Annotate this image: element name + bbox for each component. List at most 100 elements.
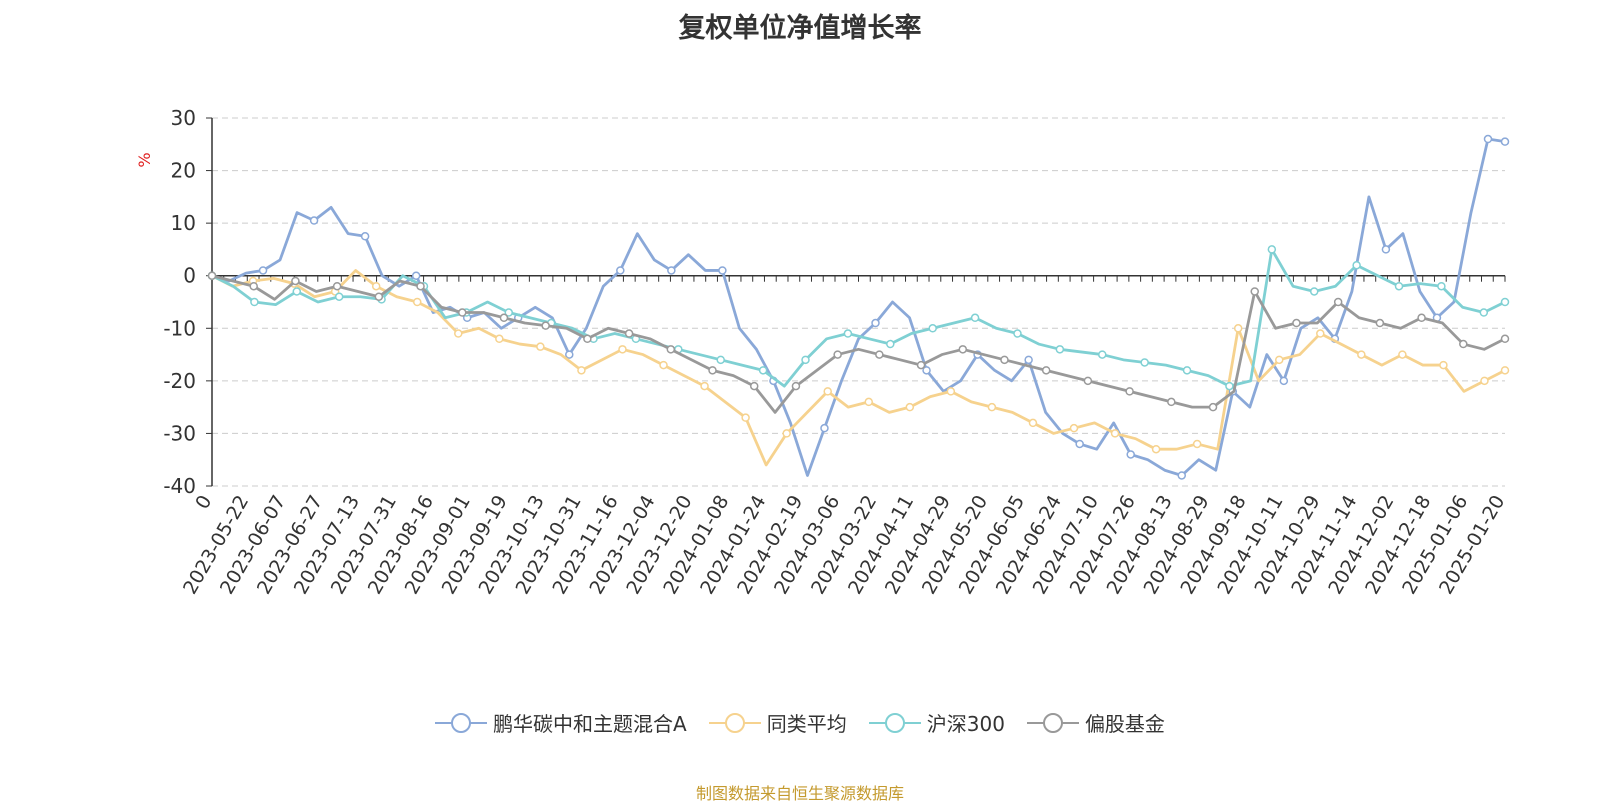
- grid-lines: [212, 117, 1505, 487]
- data-point: [291, 276, 300, 286]
- data-point: [928, 324, 937, 333]
- data-point: [1192, 439, 1202, 449]
- data-point: [618, 345, 627, 354]
- data-point: [1479, 308, 1489, 317]
- data-point: [249, 281, 258, 291]
- data-point: [1483, 134, 1493, 144]
- legend-label: 鹏华碳中和主题混合A: [493, 712, 687, 736]
- source-note: 制图数据来自恒生聚源数据库: [695, 784, 904, 803]
- data-point: [758, 366, 768, 375]
- y-axis: 30 20 10 0 -10 -20 -30 -40: [163, 106, 213, 498]
- y-tick-label: 10: [171, 211, 196, 235]
- data-point: [1480, 376, 1489, 386]
- data-point: [782, 429, 791, 438]
- legend-item[interactable]: 鹏华碳中和主题混合A: [435, 708, 687, 737]
- legend-line-circle-icon: [868, 712, 921, 733]
- data-point: [1500, 137, 1510, 146]
- data-point: [666, 345, 676, 354]
- data-point: [577, 366, 586, 375]
- data-point: [360, 232, 370, 241]
- data-point: [371, 281, 381, 291]
- x-tick-label: 0: [191, 492, 216, 513]
- data-point: [823, 387, 832, 396]
- data-point: [1028, 418, 1038, 428]
- y-tick-label: 20: [171, 159, 196, 183]
- legend-label: 同类平均: [766, 712, 847, 736]
- series-group: [207, 134, 1510, 480]
- series-line-0: [211, 137, 1506, 477]
- data-point: [946, 387, 956, 396]
- data-point: [624, 329, 634, 338]
- data-point: [250, 297, 259, 307]
- legend-item[interactable]: 同类平均: [708, 708, 847, 737]
- data-point: [886, 339, 895, 349]
- data-point: [1083, 376, 1093, 386]
- data-point: [1375, 318, 1385, 328]
- data-point: [875, 350, 884, 359]
- data-point: [334, 292, 344, 301]
- data-point: [1437, 281, 1446, 291]
- series-line-1: [211, 269, 1506, 467]
- data-point: [1459, 339, 1468, 349]
- data-point: [1125, 387, 1134, 396]
- legend-line-circle-icon: [1026, 712, 1079, 733]
- data-point: [1151, 444, 1161, 454]
- data-point: [1208, 402, 1218, 412]
- data-point: [495, 334, 504, 344]
- data-point: [1069, 423, 1079, 433]
- data-point: [258, 266, 268, 275]
- data-point: [1292, 318, 1301, 328]
- data-point: [864, 397, 874, 407]
- y-tick-label: -30: [163, 421, 196, 445]
- data-point: [1110, 429, 1120, 438]
- data-point: [292, 287, 302, 296]
- data-point: [1500, 297, 1510, 307]
- legend-line-circle-icon: [435, 712, 488, 733]
- data-point: [667, 266, 676, 275]
- data-point: [718, 266, 727, 275]
- data-point: [374, 292, 384, 301]
- data-point: [1098, 350, 1107, 359]
- series-line-2: [211, 248, 1506, 388]
- legend-item[interactable]: 偏股基金: [1026, 708, 1165, 737]
- data-point: [1417, 313, 1426, 323]
- legend: 鹏华碳中和主题混合A 同类平均 沪深300 偏股基金: [0, 708, 1600, 737]
- data-point: [1394, 281, 1404, 291]
- data-point: [1381, 245, 1391, 254]
- data-point: [1167, 397, 1176, 407]
- data-point: [1357, 350, 1366, 359]
- data-point: [922, 366, 931, 375]
- y-axis-label: %: [135, 152, 154, 167]
- data-point: [843, 329, 853, 338]
- data-point: [1398, 350, 1407, 359]
- data-point: [916, 360, 926, 370]
- data-point: [801, 355, 810, 365]
- data-point: [1233, 324, 1243, 333]
- data-point: [412, 297, 422, 307]
- data-point: [1250, 287, 1259, 296]
- data-point: [309, 216, 319, 225]
- data-point: [708, 366, 717, 375]
- data-point: [1333, 297, 1343, 307]
- data-point: [504, 308, 514, 317]
- data-point: [1075, 439, 1084, 449]
- y-tick-label: -10: [163, 316, 196, 340]
- chart-title: 复权单位净值增长率: [678, 13, 922, 44]
- y-tick-label: -40: [163, 474, 196, 498]
- legend-item[interactable]: 沪深300: [868, 708, 1005, 737]
- data-point: [1041, 366, 1051, 375]
- data-point: [565, 350, 574, 359]
- data-point: [1316, 329, 1325, 338]
- data-point: [416, 281, 425, 291]
- data-point: [833, 350, 842, 359]
- data-point: [905, 402, 915, 412]
- data-point: [1267, 245, 1277, 254]
- data-point: [1439, 360, 1448, 370]
- data-point: [616, 266, 625, 275]
- data-point: [749, 381, 759, 391]
- data-point: [1055, 345, 1065, 354]
- data-point: [458, 308, 467, 317]
- data-point: [659, 360, 668, 370]
- data-point: [1309, 287, 1319, 296]
- data-point: [332, 281, 342, 291]
